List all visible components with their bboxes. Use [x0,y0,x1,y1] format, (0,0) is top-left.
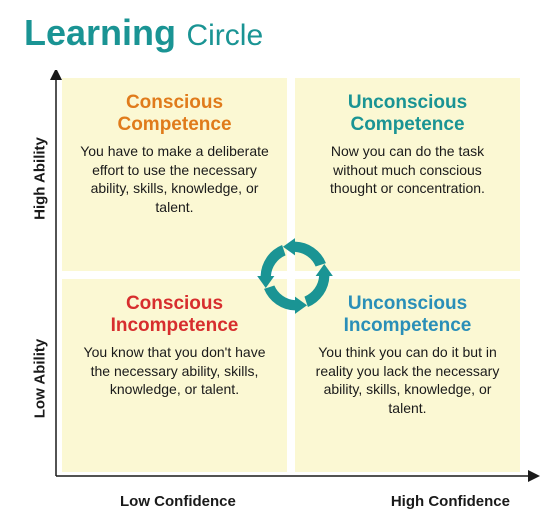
quadrant-title: Unconscious Incompetence [313,293,502,337]
quadrant-title: Conscious Competence [80,92,269,136]
chart-area: High Ability Low Ability Low Confidence … [50,70,540,482]
y-axis-high-label: High Ability [32,129,49,229]
quadrant-body: You have to make a deliberate effort to … [80,142,269,218]
y-axis-low-label: Low Ability [32,329,49,429]
diagram-title: Learning Circle [24,12,263,54]
quadrant-body: Now you can do the task without much con… [313,142,502,199]
quadrant-body: You know that you don't have the necessa… [80,343,269,400]
quadrant-body: You think you can do it but in reality y… [313,343,502,419]
title-sub: Circle [186,19,263,52]
x-axis-high-label: High Confidence [391,493,510,510]
quadrant-title: Unconscious Competence [313,92,502,136]
title-main: Learning [24,12,176,53]
quadrant-title: Conscious Incompetence [80,293,269,337]
cycle-arrows-icon [252,233,338,319]
x-axis-low-label: Low Confidence [120,493,236,510]
